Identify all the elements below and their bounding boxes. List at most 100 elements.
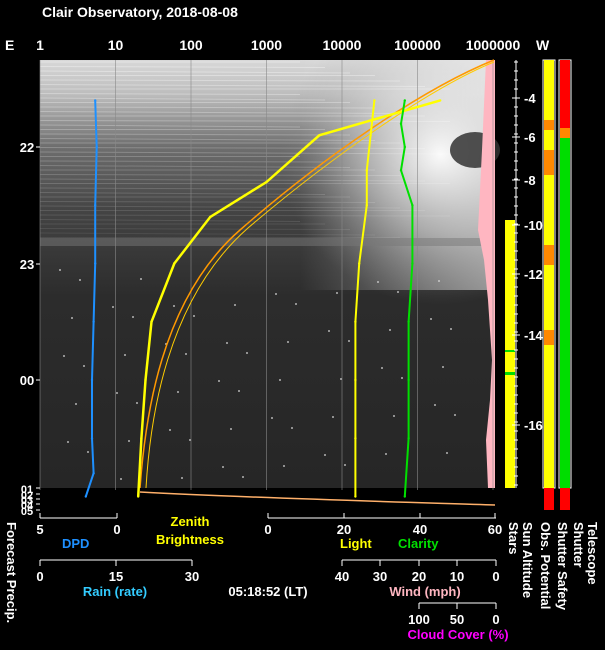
series-point [140,437,143,440]
status-bar-segment [544,150,554,175]
series-point [407,320,410,323]
cloud-streak [39,111,401,114]
all-sky-image [39,60,500,516]
sun-scale-label: -14 [524,328,544,343]
time-tick-label: 23 [20,257,34,272]
star-point [173,305,175,307]
rain-tick-label: 0 [36,569,43,584]
sun-scale-label: -16 [524,418,543,433]
series-point [407,437,410,440]
zenith-label-2: Brightness [156,532,224,547]
cloud-streak [39,151,451,155]
star-point [340,378,342,380]
brightness-tick-label: 0 [264,522,271,537]
status-bar-segment [544,245,554,265]
status-bar-segment [544,130,554,150]
sun-curve [139,59,495,489]
star-point [336,292,338,294]
series-point [411,204,414,207]
star-point [230,428,232,430]
cloud-streak [39,160,326,163]
star-point [242,476,244,478]
series-point [354,495,357,498]
cloud-streak [39,84,426,87]
series-point [150,320,153,323]
series-point [369,134,372,137]
time-tick-label: 22 [20,140,34,155]
star-point [112,306,114,308]
cloud-streak [39,228,351,230]
cloud-cover-band [478,60,495,488]
star-point [116,392,118,394]
series-point [439,99,442,102]
status-bar-segment [544,330,554,345]
cloud-streak [39,93,301,95]
east-label: E [5,37,14,53]
star-point [287,341,289,343]
cloud-label: Cloud Cover (%) [407,627,508,642]
star-point [283,465,285,467]
status-bar-segment [544,488,554,510]
star-point [238,390,240,392]
series-point [403,99,406,102]
sun-curve [145,61,495,489]
status-bar-segment [560,60,570,128]
cloud-tick-label: 50 [450,612,464,627]
series-point [90,378,94,382]
status-bars [542,59,572,510]
sun-scale-label: -10 [524,218,543,233]
wind-tick-label: 30 [373,569,387,584]
series-point [90,437,94,440]
forecast-precip-label: Forecast Precip. [4,522,19,623]
star-point [295,303,297,305]
star-point [389,329,391,331]
star-point [222,466,224,468]
west-label: W [536,37,550,53]
star-point [381,367,383,369]
series-point [373,99,376,102]
status-bar-segment [544,120,554,130]
cloud-streak [39,97,326,101]
sun-altitude-label: Sun Altitude [520,522,535,598]
sun-scale-label: -8 [524,173,536,188]
series-point [144,378,147,382]
cloud-streak [39,214,451,217]
light-clarity-tick-label: 40 [413,522,427,537]
series-point [92,472,95,475]
wind-tick-label: 10 [450,569,464,584]
cloud-streak [39,205,401,209]
cloud-streak [39,124,301,128]
top-tick-label: 100000 [394,37,441,53]
timestamp: 05:18:52 (LT) [228,584,307,599]
rain-label: Rain (rate) [83,584,147,599]
sun-altitude-scale: -4 -6 -8 -10 -12 -14 -16 [512,60,544,488]
star-point [344,464,346,466]
series-point [94,262,97,265]
series-point [403,145,406,149]
star-point [328,330,330,332]
time-tick-label: 00 [20,373,34,388]
star-point [442,366,444,368]
cloud-streak [39,66,326,68]
cloud-streak [40,238,495,246]
light-clarity-tick-label: 20 [337,522,351,537]
stars-bar-green [505,350,515,352]
star-point [450,328,452,330]
dpd-tick-label: 5 [36,522,43,537]
star-point [185,353,187,355]
stars-bar-green [505,372,515,375]
star-point [226,342,228,344]
wind-tick-label: 20 [412,569,426,584]
wind-label: Wind (mph) [389,584,460,599]
star-point [71,317,73,319]
star-point [189,439,191,441]
top-tick-label: 100 [179,37,203,53]
series-point [173,262,176,265]
status-bar-segment [560,138,570,488]
sun-scale-label: -4 [524,91,536,106]
star-point [63,355,65,357]
series-line-clarity [399,100,414,497]
star-point [446,452,448,454]
series-point [209,215,212,219]
